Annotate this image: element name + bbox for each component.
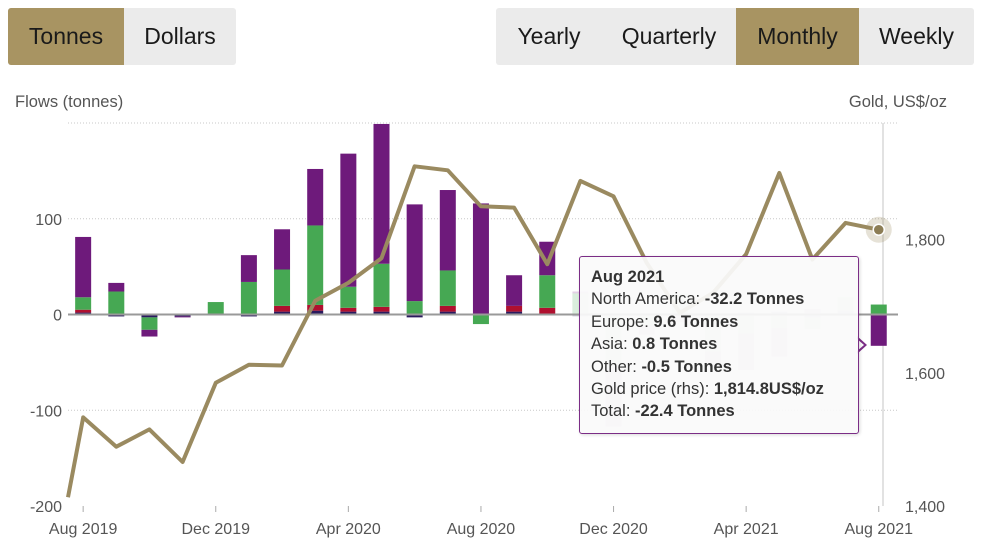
y-tick-label: -200 — [30, 499, 62, 516]
bar-europe — [108, 291, 125, 315]
x-tick-label: Dec 2020 — [579, 521, 648, 538]
tooltip-label: Europe: — [591, 312, 654, 331]
tooltip-row-europe: Europe: 9.6 Tonnes — [591, 311, 847, 333]
y2-tick-label: 1,800 — [905, 233, 945, 250]
period-toggle: Yearly Quarterly Monthly Weekly — [496, 8, 974, 65]
bar-europe — [141, 317, 158, 330]
x-tick-label: Apr 2021 — [714, 521, 779, 538]
y2-axis-title: Gold, US$/oz — [849, 93, 947, 111]
bar-north-america — [240, 255, 257, 282]
bar-europe — [373, 263, 390, 307]
bar-europe — [340, 286, 357, 308]
bar-europe — [240, 281, 257, 314]
bar-north-america — [108, 282, 125, 292]
bar-asia — [373, 306, 390, 312]
y-axis-title: Flows (tonnes) — [15, 93, 123, 111]
x-tick-label: Dec 2019 — [182, 521, 251, 538]
x-tick-label: Aug 2019 — [49, 521, 118, 538]
tooltip-value: 1,814.8US$/oz — [713, 380, 824, 399]
y2-tick-label: 1,400 — [905, 499, 945, 516]
tooltip-row-gold-price: Gold price (rhs): 1,814.8US$/oz — [591, 378, 847, 400]
bar-other — [307, 310, 324, 315]
bar-asia — [439, 305, 456, 312]
tooltip-value: -32.2 Tonnes — [704, 290, 805, 309]
tooltip-value: -0.5 Tonnes — [641, 357, 732, 376]
tooltip-value: -22.4 Tonnes — [635, 402, 735, 421]
tooltip-pointer-inner — [856, 338, 864, 352]
bar-north-america — [870, 314, 887, 346]
bar-europe — [870, 304, 887, 314]
tooltip-row-other: Other: -0.5 Tonnes — [591, 356, 847, 378]
tooltip: Aug 2021 North America: -32.2 Tonnes Eur… — [579, 256, 859, 434]
tooltip-label: Total: — [591, 402, 636, 421]
y-tick-label: 0 — [53, 308, 62, 325]
bar-europe — [207, 302, 224, 314]
tooltip-label: Asia: — [591, 335, 633, 354]
dollars-button[interactable]: Dollars — [144, 23, 216, 49]
bar-north-america — [472, 203, 489, 315]
bar-europe — [439, 270, 456, 306]
tooltip-value: 9.6 Tonnes — [653, 312, 739, 331]
bar-asia — [274, 305, 291, 312]
bar-north-america — [174, 316, 191, 318]
tooltip-row-north-america: North America: -32.2 Tonnes — [591, 288, 847, 310]
weekly-button[interactable]: Weekly — [879, 23, 954, 49]
bar-other — [439, 311, 456, 315]
bar-asia — [539, 307, 556, 314]
tooltip-row-total: Total: -22.4 Tonnes — [591, 400, 847, 422]
price-marker — [872, 223, 885, 236]
bar-north-america — [439, 190, 456, 271]
bar-north-america — [141, 329, 158, 337]
y-tick-label: -100 — [30, 403, 62, 420]
tooltip-label: North America: — [591, 290, 705, 309]
bar-north-america — [307, 168, 324, 226]
tooltip-label: Gold price (rhs): — [591, 380, 714, 399]
yearly-button[interactable]: Yearly — [517, 23, 581, 49]
bar-other — [141, 314, 158, 318]
bar-europe — [472, 314, 489, 325]
x-tick-label: Aug 2020 — [447, 521, 516, 538]
bar-other — [373, 311, 390, 315]
bar-other — [274, 311, 291, 315]
bar-europe — [539, 275, 556, 308]
monthly-button[interactable]: Monthly — [736, 8, 859, 65]
tooltip-value: 0.8 Tonnes — [632, 335, 718, 354]
bar-other — [506, 311, 523, 315]
bar-europe — [307, 225, 324, 305]
bar-asia — [307, 304, 324, 311]
bar-other — [340, 311, 357, 315]
quarterly-button[interactable]: Quarterly — [621, 23, 717, 49]
bar-north-america — [340, 153, 357, 287]
x-tick-label: Aug 2021 — [844, 521, 913, 538]
bar-asia — [340, 307, 357, 312]
bar-asia — [75, 309, 92, 313]
tonnes-button[interactable]: Tonnes — [8, 8, 124, 65]
tooltip-label: Other: — [591, 357, 642, 376]
bar-asia — [506, 305, 523, 312]
bar-north-america — [274, 229, 291, 270]
bar-north-america — [75, 236, 92, 298]
bar-europe — [406, 301, 423, 315]
bar-other — [406, 314, 423, 318]
bar-north-america — [506, 275, 523, 306]
tooltip-title: Aug 2021 — [591, 268, 665, 286]
bar-north-america — [373, 123, 390, 264]
x-tick-label: Apr 2020 — [316, 521, 381, 538]
y-tick-label: 100 — [35, 212, 62, 229]
y2-tick-label: 1,600 — [905, 366, 945, 383]
bar-europe — [274, 269, 291, 306]
bar-europe — [75, 297, 92, 310]
unit-toggle: Tonnes Dollars — [8, 8, 236, 65]
bar-north-america — [406, 204, 423, 302]
tooltip-row-asia: Asia: 0.8 Tonnes — [591, 333, 847, 355]
